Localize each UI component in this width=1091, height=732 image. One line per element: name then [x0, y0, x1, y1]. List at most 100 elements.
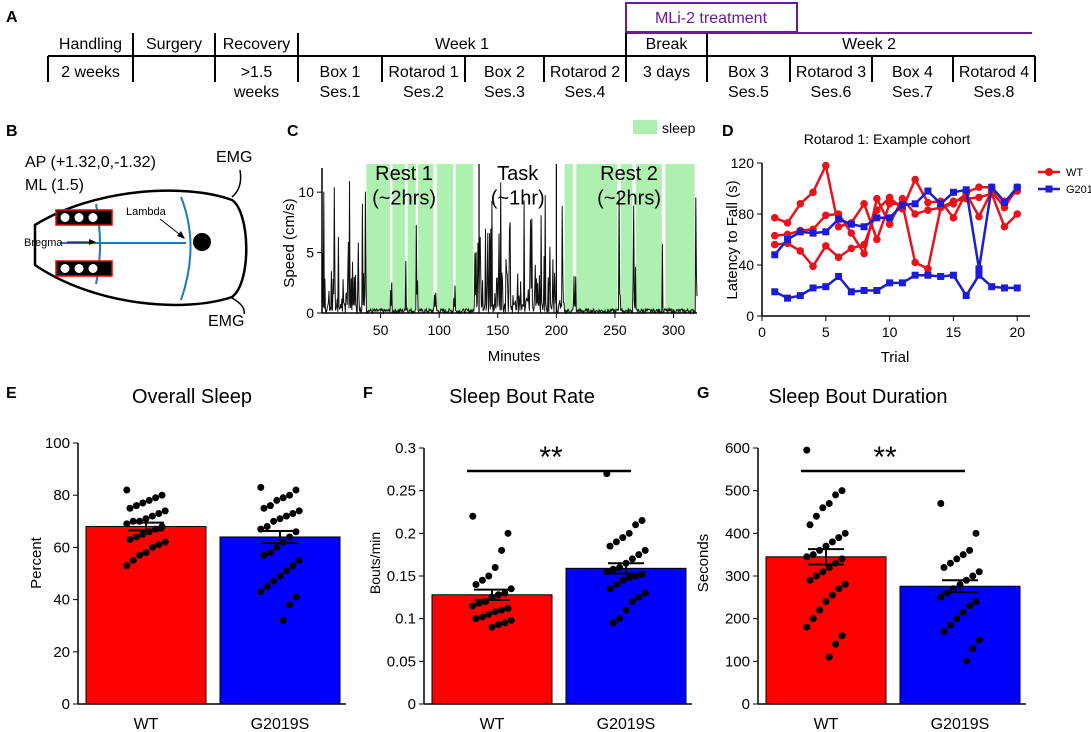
data-point	[838, 487, 846, 495]
data-point	[260, 504, 268, 512]
electrode-array-top	[55, 209, 113, 226]
bar-y-tick-label: 100	[725, 653, 750, 670]
rotarod-point	[873, 194, 881, 203]
phase-annotation: (~2hrs)	[597, 187, 661, 209]
data-point	[472, 581, 480, 589]
rotarod-point	[886, 214, 894, 222]
data-point	[803, 446, 811, 454]
sleep-bout-rate-bars: 0 0.05 0.1 0.15 0.2 0.25 0.3 WT G2019S **	[387, 440, 692, 732]
data-point	[806, 576, 814, 584]
data-point	[966, 602, 974, 610]
data-point	[638, 517, 646, 525]
rotarod-point	[809, 229, 817, 237]
sleep-bout-duration-chart: Sleep Bout Duration 0 100 200 300 400 500 600 W…	[695, 386, 1026, 732]
timeline-stage-detail: Rotarod 2	[550, 64, 620, 81]
sleep-legend-swatch	[633, 120, 657, 134]
data-point	[498, 546, 506, 554]
speed-y-tick-label: 5	[306, 245, 314, 261]
data-point	[292, 593, 300, 601]
bar-y-tick-label: 100	[45, 435, 70, 452]
timeline-stage-detail: Rotarod 3	[796, 64, 866, 81]
rotarod-point	[860, 223, 868, 231]
rotarod-point	[873, 287, 881, 294]
rotarod-title: Rotarod 1: Example cohort	[804, 131, 971, 147]
data-point	[257, 525, 265, 533]
timeline-stage-label: Recovery	[223, 36, 291, 53]
data-point	[161, 507, 169, 515]
data-point	[279, 538, 287, 546]
speed-line	[321, 180, 698, 315]
rotarod-point	[847, 229, 856, 237]
legend-label: G2019S	[1066, 184, 1091, 196]
data-point	[129, 556, 137, 564]
rotarod-x-tick-label: 15	[946, 324, 962, 340]
electrode-hole	[60, 264, 70, 273]
data-point	[825, 563, 833, 571]
bar	[565, 567, 687, 705]
data-point	[959, 551, 967, 559]
data-point	[616, 615, 624, 623]
bar-y-tick-label: 60	[53, 539, 70, 556]
data-point	[828, 591, 836, 599]
bar-y-tick-label: 300	[725, 568, 750, 585]
timeline-stage-detail: Ses.4	[565, 84, 606, 101]
data-point	[943, 589, 951, 597]
rotarod-point	[949, 214, 958, 222]
data-point	[286, 601, 294, 609]
rotarod-point	[796, 200, 805, 208]
rotarod-point	[885, 200, 894, 208]
sleep-interval	[636, 164, 662, 313]
data-point	[975, 568, 983, 576]
data-point	[953, 615, 961, 623]
sleep-bout-rate-chart: Sleep Bout Rate 0 0.05 0.1 0.15 0.2 0.25 0.3 WT…	[367, 386, 692, 732]
timeline-stage-detail: 3 days	[643, 64, 690, 81]
timeline-stage-detail: Ses.2	[403, 84, 444, 101]
data-point	[835, 585, 843, 593]
timeline-stage-detail: 2 weeks	[61, 64, 120, 81]
data-point	[155, 541, 163, 549]
panel-label-d: D	[722, 123, 734, 140]
data-point	[158, 491, 166, 499]
data-point	[152, 494, 160, 502]
week2-label: Week 2	[842, 36, 896, 53]
speed-x-tick-label: 150	[486, 322, 510, 338]
data-point	[972, 598, 980, 606]
data-point	[292, 486, 300, 494]
overall-sleep-y-axis-label: Percent	[28, 536, 45, 589]
data-point	[832, 559, 840, 567]
timeline-stage-detail: Ses.1	[320, 84, 361, 101]
lambda-label: Lambda	[126, 206, 167, 218]
rotarod-point	[822, 242, 830, 250]
rotarod-point	[911, 258, 919, 267]
sleep-bout-duration-bars: 0 100 200 300 400 500 600 WT G2019S **	[725, 440, 1026, 732]
rotarod-point	[898, 194, 907, 203]
data-point	[972, 529, 980, 537]
speed-x-tick-label: 200	[545, 322, 569, 338]
data-point	[628, 555, 636, 563]
rotarod-point	[847, 220, 855, 228]
data-point	[139, 530, 147, 538]
panel-label-a: A	[6, 9, 18, 26]
data-point	[622, 559, 630, 567]
data-point	[132, 533, 140, 541]
sleep-bout-duration-title: Sleep Bout Duration	[768, 386, 947, 408]
data-point	[946, 559, 954, 567]
data-point	[825, 653, 833, 661]
bar-y-tick-label: 80	[53, 487, 70, 504]
overall-sleep-title: Overall Sleep	[132, 386, 252, 408]
data-point	[619, 576, 627, 584]
rotarod-point	[860, 287, 868, 294]
data-point	[270, 517, 278, 525]
rotarod-x-tick-label: 5	[822, 324, 830, 340]
week1-label: Week 1	[435, 36, 489, 53]
data-point	[286, 533, 294, 541]
bar-y-tick-label: 0.2	[395, 525, 416, 542]
rotarod-y-tick-label: 0	[746, 308, 754, 324]
rotarod-point	[770, 231, 779, 240]
data-point	[494, 591, 502, 599]
timeline-text: Handling 2 weeks Surgery Recovery >1.5 weeks B…	[59, 36, 1029, 101]
data-point	[962, 657, 970, 665]
rotarod-y-tick-label: 120	[731, 155, 755, 171]
rotarod-point	[937, 200, 945, 208]
data-point	[819, 568, 827, 576]
